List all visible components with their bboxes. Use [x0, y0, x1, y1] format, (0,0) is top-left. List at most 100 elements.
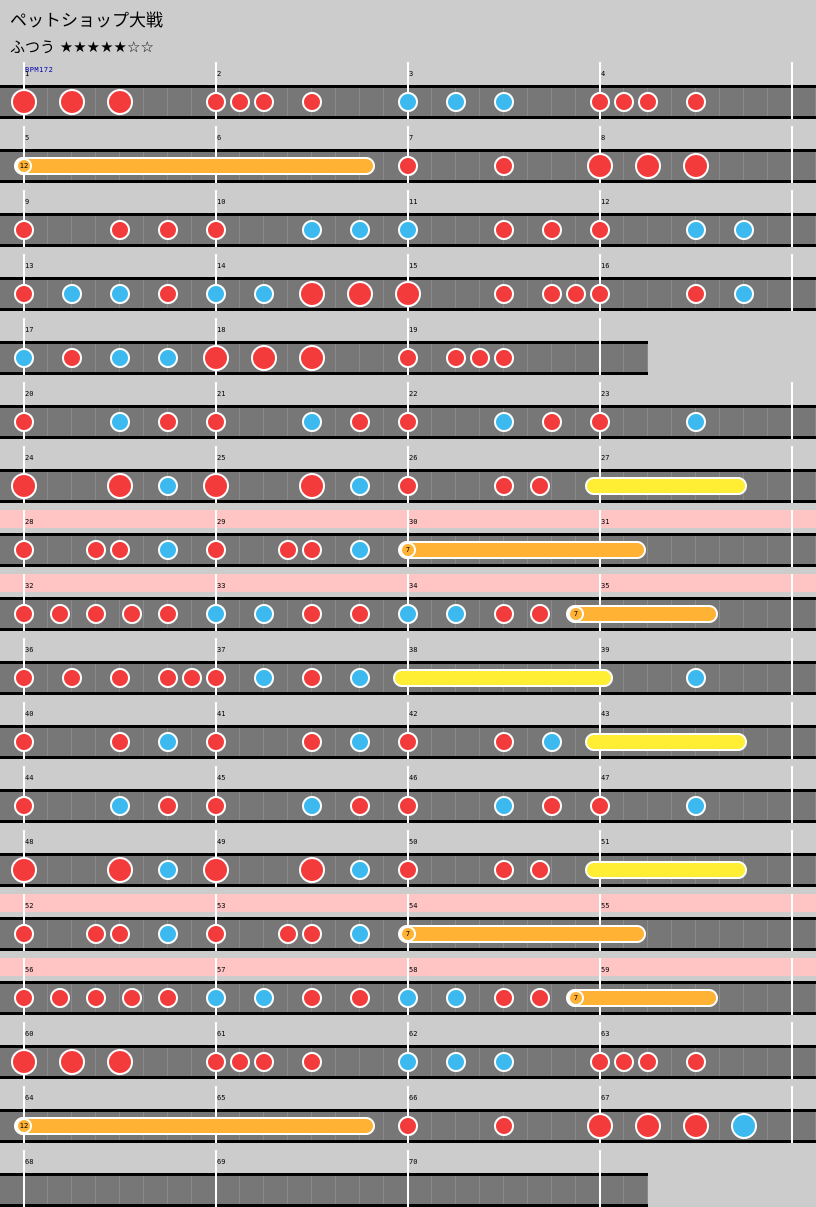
ka-note: [110, 348, 130, 368]
bpm-label: BPM172: [25, 66, 54, 74]
ka-note: [350, 668, 370, 688]
chart-row: 52 53 54 55 7: [0, 894, 816, 951]
bar-line: [23, 766, 25, 823]
measure-number: 43: [601, 710, 610, 718]
measure-number: 21: [217, 390, 226, 398]
measure-number: 42: [409, 710, 418, 718]
bar-line: [791, 62, 793, 119]
bar-line: [215, 126, 217, 183]
measure-number: 7: [409, 134, 414, 142]
measure-number: 4: [601, 70, 606, 78]
big-don-note: [587, 1113, 613, 1139]
measure-number: 16: [601, 262, 610, 270]
balloon-hit-count: 7: [568, 606, 584, 622]
don-note: [302, 988, 322, 1008]
bar-line: [407, 62, 409, 119]
chart-row: 24 25 26 27: [0, 446, 816, 503]
bar-line: [599, 318, 601, 375]
measure-number: 24: [25, 454, 34, 462]
drumroll-note: [392, 669, 613, 687]
bar-line: [215, 510, 217, 567]
big-don-note: [683, 1113, 709, 1139]
don-note: [206, 796, 226, 816]
ka-note: [158, 732, 178, 752]
ka-note: [254, 284, 274, 304]
don-note: [206, 220, 226, 240]
difficulty-label: ふつう ★★★★★☆☆: [10, 38, 154, 56]
don-note: [14, 412, 34, 432]
bar-line: [599, 446, 601, 503]
don-note: [254, 1052, 274, 1072]
don-note: [614, 92, 634, 112]
measure-number: 57: [217, 966, 226, 974]
don-note: [302, 732, 322, 752]
bar-line: [23, 1150, 25, 1207]
don-note: [14, 796, 34, 816]
ka-note: [542, 732, 562, 752]
don-note: [590, 412, 610, 432]
big-don-note: [683, 153, 709, 179]
don-note: [14, 924, 34, 944]
measure-number: 20: [25, 390, 34, 398]
ka-note: [206, 604, 226, 624]
ka-note: [686, 668, 706, 688]
bar-line: [407, 1022, 409, 1079]
big-don-note: [635, 1113, 661, 1139]
bar-line: [791, 702, 793, 759]
balloon-note: [14, 1117, 376, 1135]
ka-note: [206, 988, 226, 1008]
big-don-note: [59, 89, 85, 115]
chart-row: 56 57 58 59 7: [0, 958, 816, 1015]
ka-note: [62, 284, 82, 304]
bar-line: [23, 382, 25, 439]
measure-number: 38: [409, 646, 418, 654]
measure-number: 11: [409, 198, 418, 206]
bar-line: [23, 318, 25, 375]
big-don-note: [635, 153, 661, 179]
bar-line: [215, 190, 217, 247]
bar-line: [791, 446, 793, 503]
bar-line: [599, 190, 601, 247]
chart-row: 48 49 50 51: [0, 830, 816, 887]
measure-number: 34: [409, 582, 418, 590]
bar-line: [599, 62, 601, 119]
big-don-note: [299, 345, 325, 371]
don-note: [158, 284, 178, 304]
don-note: [206, 92, 226, 112]
measure-number: 70: [409, 1158, 418, 1166]
don-note: [590, 1052, 610, 1072]
big-don-note: [203, 473, 229, 499]
ka-note: [686, 220, 706, 240]
measure-number: 29: [217, 518, 226, 526]
measure-number: 47: [601, 774, 610, 782]
don-note: [638, 1052, 658, 1072]
don-note: [302, 92, 322, 112]
bar-line: [599, 1022, 601, 1079]
chart-row: 60 61 62 63: [0, 1022, 816, 1079]
bar-line: [23, 958, 25, 1015]
don-note: [350, 604, 370, 624]
don-note: [14, 604, 34, 624]
bar-line: [791, 766, 793, 823]
drumroll-note: [584, 477, 748, 495]
bar-line: [599, 766, 601, 823]
don-note: [110, 732, 130, 752]
big-don-note: [203, 857, 229, 883]
don-note: [158, 668, 178, 688]
don-note: [494, 284, 514, 304]
measure-number: 23: [601, 390, 610, 398]
ka-note: [158, 476, 178, 496]
don-note: [122, 604, 142, 624]
don-note: [566, 284, 586, 304]
bar-line: [791, 1022, 793, 1079]
ka-note: [446, 604, 466, 624]
bar-line: [791, 254, 793, 311]
bar-line: [791, 894, 793, 951]
big-don-note: [107, 1049, 133, 1075]
ka-note: [350, 220, 370, 240]
measure-number: 3: [409, 70, 414, 78]
chart-row: 9 10 11 12: [0, 190, 816, 247]
measure-number: 33: [217, 582, 226, 590]
measure-number: 39: [601, 646, 610, 654]
don-note: [14, 732, 34, 752]
